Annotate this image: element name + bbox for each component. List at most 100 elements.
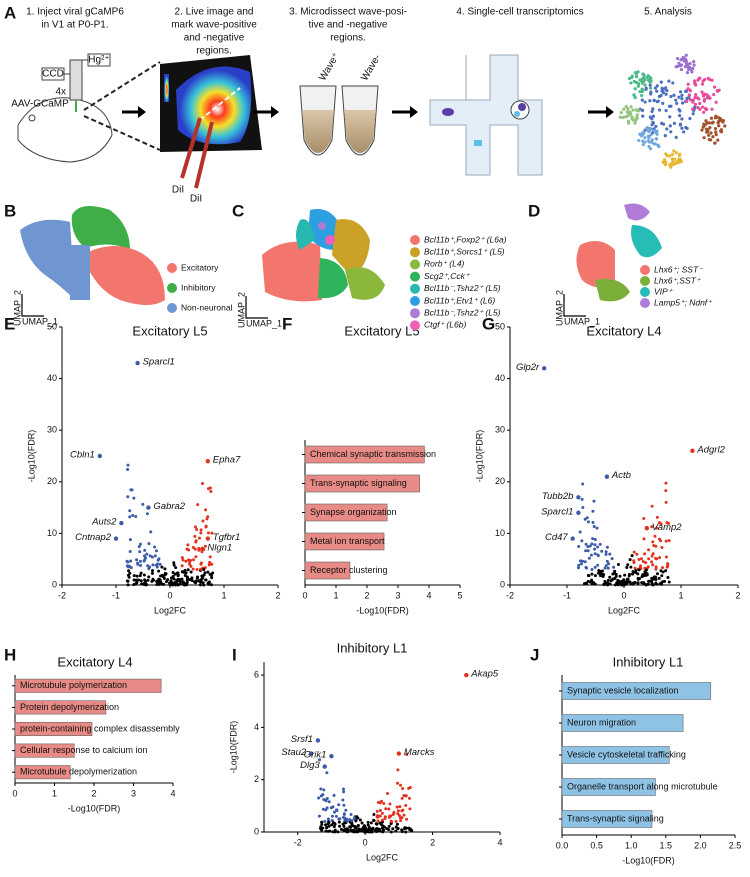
- background-point: [583, 517, 587, 521]
- background-point: [325, 825, 329, 829]
- cluster-dot: [677, 153, 682, 157]
- background-point: [388, 814, 392, 818]
- x-tick-label: 3: [395, 590, 400, 600]
- background-point: [134, 578, 138, 582]
- cluster-dot: [636, 70, 640, 74]
- background-point: [210, 531, 214, 535]
- x-tick-label: -2: [294, 837, 302, 847]
- background-point: [164, 580, 168, 584]
- background-point: [408, 807, 412, 811]
- x-tick-label: 2.0: [694, 840, 707, 850]
- background-point: [139, 579, 143, 583]
- cluster-dot: [641, 72, 645, 76]
- cluster-dot: [663, 162, 668, 167]
- background-point: [206, 487, 210, 491]
- background-point: [145, 512, 149, 516]
- cluster: [20, 219, 75, 300]
- cluster-dot: [668, 124, 672, 128]
- step-text: regions.: [196, 46, 232, 57]
- background-point: [356, 824, 360, 828]
- cluster-dot: [703, 123, 707, 127]
- background-point: [405, 817, 409, 821]
- background-point: [395, 805, 399, 809]
- background-point: [386, 792, 390, 796]
- background-point: [324, 823, 328, 827]
- cluster-dot: [670, 152, 674, 157]
- background-point: [322, 788, 326, 792]
- x-tick-label: -2: [58, 590, 66, 600]
- cluster-dot: [693, 81, 697, 85]
- background-point: [131, 514, 135, 518]
- background-point: [665, 521, 669, 525]
- cluster-dot: [663, 158, 667, 162]
- y-axis-label: -Log10(FDR): [228, 721, 238, 774]
- cluster-dot: [716, 138, 720, 142]
- cluster-dot: [685, 96, 689, 101]
- background-point: [154, 549, 158, 553]
- background-point: [635, 552, 639, 556]
- legend-label: Rorb⁺ (L4): [424, 259, 465, 269]
- cluster-dot: [635, 113, 639, 117]
- cluster-dot: [641, 81, 645, 85]
- background-point: [593, 538, 597, 542]
- background-point: [633, 580, 637, 584]
- step-text: 5. Analysis: [644, 7, 692, 18]
- background-point: [128, 515, 132, 519]
- background-point: [593, 565, 597, 569]
- point: [542, 366, 547, 371]
- background-point: [135, 558, 139, 562]
- cluster-dot: [705, 93, 709, 97]
- y-tick-label: 50: [495, 321, 505, 331]
- background-point: [604, 564, 608, 568]
- background-point: [650, 560, 654, 564]
- cluster-dot: [698, 107, 702, 111]
- y-tick-label: 20: [47, 476, 57, 486]
- background-point: [325, 806, 329, 810]
- cluster-dot: [669, 94, 673, 99]
- background-point: [647, 557, 651, 561]
- gene-label: Adgrl2: [696, 444, 725, 455]
- cluster-dot: [678, 90, 683, 94]
- y-tick-label: 0: [500, 579, 505, 589]
- background-point: [398, 816, 402, 820]
- cluster-dot: [648, 83, 652, 87]
- cluster-dot: [667, 104, 672, 109]
- background-point: [153, 545, 157, 549]
- background-point: [633, 570, 637, 574]
- cluster-dot: [685, 71, 690, 75]
- background-point: [126, 579, 130, 583]
- background-point: [171, 570, 175, 574]
- drawing-label: 4x: [55, 87, 66, 98]
- legend-swatch: [410, 271, 420, 282]
- cluster-dot: [701, 125, 705, 129]
- cluster-dot: [700, 105, 705, 109]
- background-point: [399, 783, 403, 787]
- background-point: [609, 579, 613, 583]
- y-tick-label: 20: [495, 476, 505, 486]
- background-point: [578, 530, 582, 534]
- cluster-dot: [692, 63, 696, 67]
- cluster-dot: [717, 119, 721, 123]
- background-point: [195, 527, 199, 531]
- background-point: [148, 554, 152, 558]
- background-point: [396, 809, 400, 813]
- background-point: [201, 481, 205, 485]
- background-point: [150, 571, 154, 575]
- cluster-dot: [700, 82, 705, 86]
- background-point: [577, 545, 581, 549]
- cluster-dot: [700, 90, 704, 94]
- legend-swatch: [640, 276, 650, 286]
- background-point: [355, 815, 359, 819]
- cluster-dot: [621, 115, 625, 119]
- x-tick-label: 2: [364, 590, 369, 600]
- background-point: [584, 542, 588, 546]
- background-point: [584, 565, 588, 569]
- background-point: [185, 578, 189, 582]
- background-point: [387, 807, 391, 811]
- cluster-dot: [650, 123, 654, 127]
- bar-label: Metal ion transport: [310, 536, 385, 546]
- background-point: [348, 825, 352, 829]
- bar-label: Synapse organization: [310, 507, 397, 517]
- panel-letter: D: [528, 201, 540, 220]
- background-point: [655, 572, 659, 576]
